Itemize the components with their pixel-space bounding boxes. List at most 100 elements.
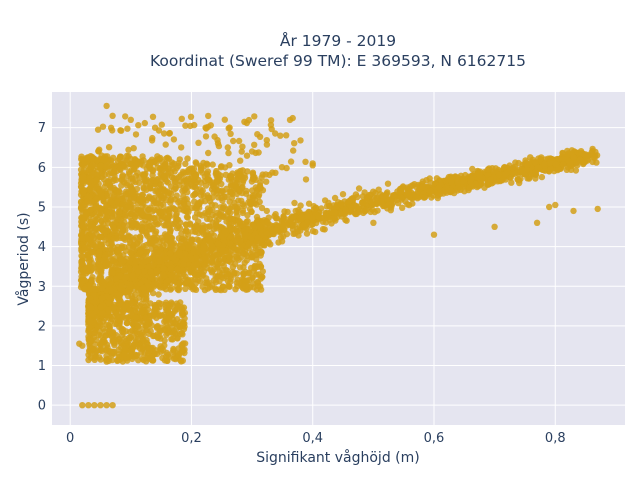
data-point [440,190,447,197]
data-point [310,206,318,213]
data-point [279,221,287,229]
data-point [151,221,158,228]
data-point [141,173,148,180]
data-point [105,306,112,313]
data-point [563,166,570,173]
data-point [212,202,219,209]
data-point [326,216,333,224]
data-point [84,198,91,205]
data-point [111,169,118,176]
data-point [122,113,129,120]
data-point [129,178,137,185]
data-point [219,247,226,255]
data-point [265,214,272,221]
data-point [100,197,108,205]
data-point [398,188,405,195]
data-point [326,202,333,210]
x-tick-label: 0 [66,431,74,446]
data-points [76,102,601,409]
data-point [212,286,219,293]
data-point [251,113,258,120]
data-point [146,193,153,200]
data-point [209,161,216,168]
data-point [511,163,519,170]
data-point [125,232,132,239]
data-point [131,165,138,173]
data-point [238,148,245,155]
data-point [109,402,116,409]
y-tick-label: 5 [38,200,46,215]
data-point [248,208,255,215]
data-point [188,277,195,284]
data-point [444,176,451,183]
data-point [502,170,509,178]
data-point [309,214,316,221]
data-point [82,155,90,162]
data-point [263,207,270,215]
data-point [290,213,297,220]
data-point [150,281,157,288]
data-point [291,199,298,207]
data-point [106,198,114,206]
data-point [534,164,542,171]
data-point [110,304,118,311]
data-point [283,132,290,139]
data-point [249,192,257,199]
data-point [244,218,251,225]
data-point [149,289,157,297]
data-point [80,187,88,195]
data-point [118,327,126,335]
data-point [552,161,559,168]
data-point [363,197,370,204]
data-point [144,306,152,313]
data-point [578,149,586,157]
data-point [109,112,116,120]
data-point [231,226,238,233]
data-point [155,291,162,298]
data-point [139,284,147,292]
data-point [104,250,111,258]
data-point [211,133,218,140]
data-point [256,182,264,189]
data-point [79,229,86,237]
data-point [173,192,180,199]
data-point [219,242,227,249]
data-point [118,282,125,289]
data-point [568,147,576,154]
data-point [414,195,421,202]
data-point [130,219,137,227]
data-point [87,318,95,325]
data-point [235,137,243,145]
data-point [454,179,461,186]
data-point [105,276,112,283]
data-point [219,283,227,290]
data-point [227,130,234,137]
data-point [179,244,186,251]
data-point [78,273,85,280]
data-point [559,161,567,168]
data-point [184,155,191,162]
data-point [491,223,498,230]
data-point [155,196,162,203]
data-point [103,163,110,170]
data-point [205,112,212,120]
data-point [138,227,146,235]
data-point [97,304,105,311]
data-point [105,299,113,307]
data-point [115,208,123,215]
data-point [103,402,110,409]
data-point [169,323,176,331]
data-point [160,130,168,137]
data-point [150,313,157,320]
data-point [263,178,270,185]
data-point [162,222,169,229]
data-point [108,350,115,357]
data-point [462,171,469,179]
y-tick-label: 0 [38,399,46,414]
data-point [162,301,169,309]
data-point [531,159,539,166]
data-point [135,357,142,364]
x-axis-title: Signifikant våghöjd (m) [256,449,419,466]
data-point [188,236,195,244]
data-point [204,161,211,168]
